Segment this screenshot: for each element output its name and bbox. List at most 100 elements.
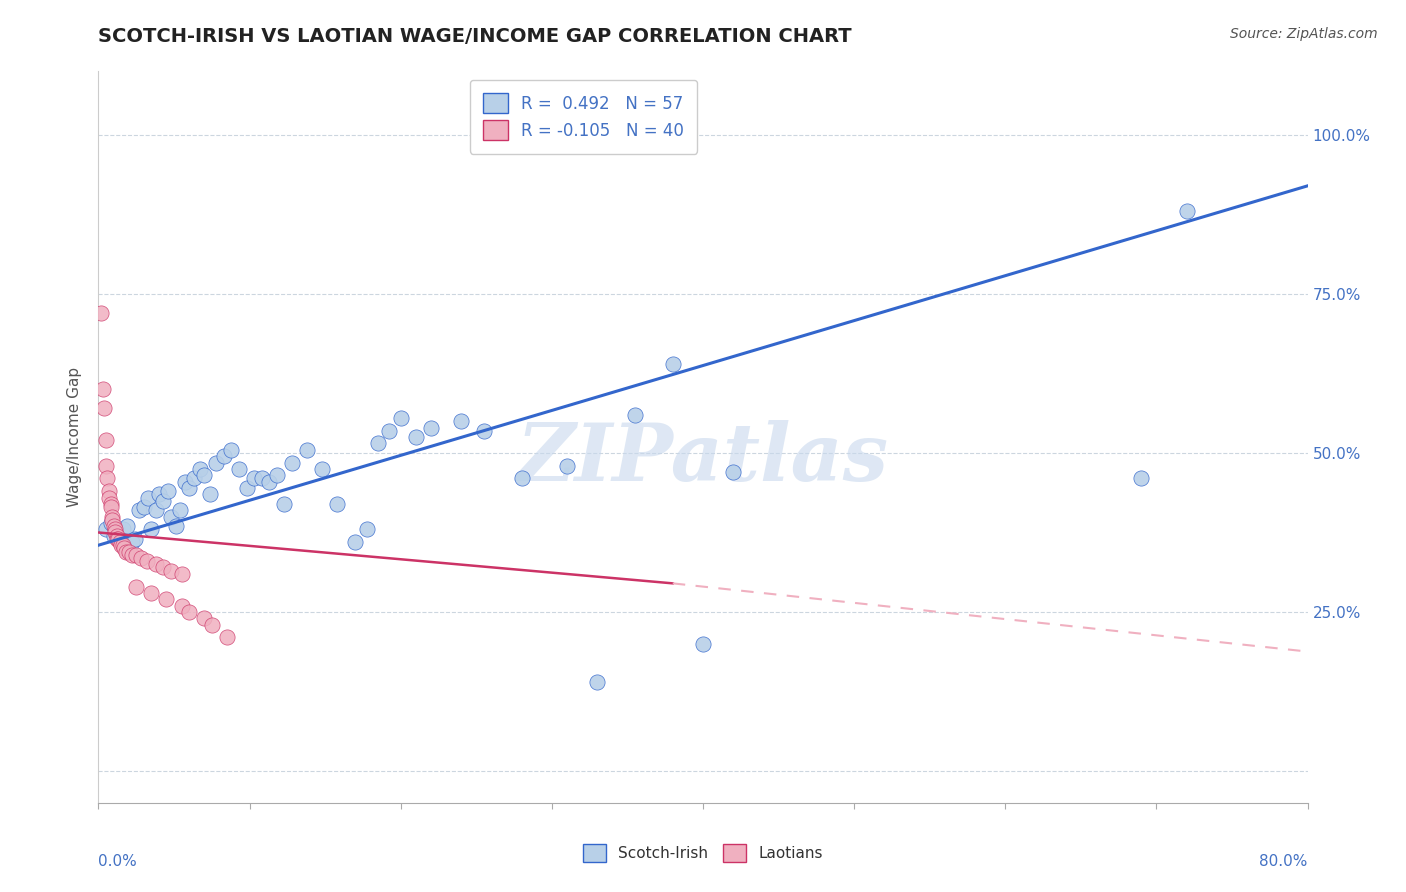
Point: [108, 535, 131, 549]
Point: [183, 471, 205, 485]
Point: [179, 481, 201, 495]
Point: [90, 306, 112, 320]
Point: [200, 487, 222, 501]
Point: [661, 357, 683, 371]
Point: [125, 548, 148, 562]
Y-axis label: Wage/Income Gap: Wage/Income Gap: [67, 367, 83, 508]
Point: [100, 516, 122, 530]
Point: [257, 475, 280, 489]
Point: [114, 544, 136, 558]
Point: [118, 544, 141, 558]
Point: [155, 592, 177, 607]
Point: [156, 484, 179, 499]
Point: [221, 442, 243, 457]
Point: [188, 462, 211, 476]
Text: Source: ZipAtlas.com: Source: ZipAtlas.com: [1230, 27, 1378, 41]
Point: [250, 471, 273, 485]
Point: [1130, 471, 1153, 485]
Point: [98, 484, 121, 499]
Point: [170, 599, 193, 613]
Point: [228, 462, 250, 476]
Point: [136, 491, 159, 505]
Point: [104, 525, 127, 540]
Text: ZIPatlas: ZIPatlas: [517, 420, 889, 498]
Point: [205, 456, 228, 470]
Point: [243, 471, 266, 485]
Point: [105, 529, 128, 543]
Point: [152, 560, 174, 574]
Point: [100, 497, 122, 511]
Point: [160, 564, 183, 578]
Point: [101, 509, 124, 524]
Point: [103, 529, 125, 543]
Point: [586, 675, 609, 690]
Point: [111, 522, 134, 536]
Point: [212, 449, 235, 463]
Point: [103, 519, 125, 533]
Point: [389, 411, 412, 425]
Point: [624, 408, 647, 422]
Point: [132, 500, 155, 514]
Point: [326, 497, 349, 511]
Text: 80.0%: 80.0%: [1260, 854, 1308, 869]
Point: [1175, 204, 1198, 219]
Point: [107, 525, 129, 540]
Point: [124, 532, 146, 546]
Point: [94, 522, 117, 536]
Point: [356, 522, 378, 536]
Point: [201, 617, 224, 632]
Point: [193, 468, 215, 483]
Point: [141, 586, 163, 600]
Point: [273, 497, 295, 511]
Point: [510, 471, 533, 485]
Point: [141, 522, 163, 536]
Point: [93, 401, 115, 416]
Point: [112, 541, 135, 556]
Point: [91, 383, 114, 397]
Point: [215, 631, 238, 645]
Point: [121, 548, 143, 562]
Point: [128, 503, 150, 517]
Point: [173, 475, 195, 489]
Point: [94, 458, 117, 473]
Point: [121, 535, 143, 549]
Point: [472, 424, 495, 438]
Point: [193, 611, 215, 625]
Point: [160, 509, 183, 524]
Point: [295, 442, 318, 457]
Point: [148, 487, 170, 501]
Point: [107, 532, 129, 546]
Point: [367, 436, 389, 450]
Point: [101, 513, 124, 527]
Point: [266, 468, 288, 483]
Point: [723, 465, 745, 479]
Point: [405, 430, 427, 444]
Point: [129, 550, 152, 565]
Point: [104, 522, 127, 536]
Point: [111, 538, 134, 552]
Point: [450, 414, 472, 428]
Point: [165, 519, 187, 533]
Point: [105, 532, 128, 546]
Point: [145, 503, 167, 517]
Legend: R =  0.492   N = 57, R = -0.105   N = 40: R = 0.492 N = 57, R = -0.105 N = 40: [470, 79, 697, 153]
Point: [152, 493, 174, 508]
Point: [100, 500, 122, 514]
Point: [96, 471, 118, 485]
Point: [311, 462, 333, 476]
Point: [692, 637, 714, 651]
Point: [145, 558, 167, 572]
Point: [555, 458, 578, 473]
Point: [110, 538, 132, 552]
Point: [125, 580, 148, 594]
Text: 0.0%: 0.0%: [98, 854, 138, 869]
Point: [179, 605, 201, 619]
Point: [420, 420, 443, 434]
Point: [169, 503, 191, 517]
Point: [235, 481, 257, 495]
Point: [344, 535, 367, 549]
Text: SCOTCH-IRISH VS LAOTIAN WAGE/INCOME GAP CORRELATION CHART: SCOTCH-IRISH VS LAOTIAN WAGE/INCOME GAP …: [98, 27, 852, 45]
Point: [135, 554, 157, 568]
Point: [281, 456, 304, 470]
Point: [94, 434, 117, 448]
